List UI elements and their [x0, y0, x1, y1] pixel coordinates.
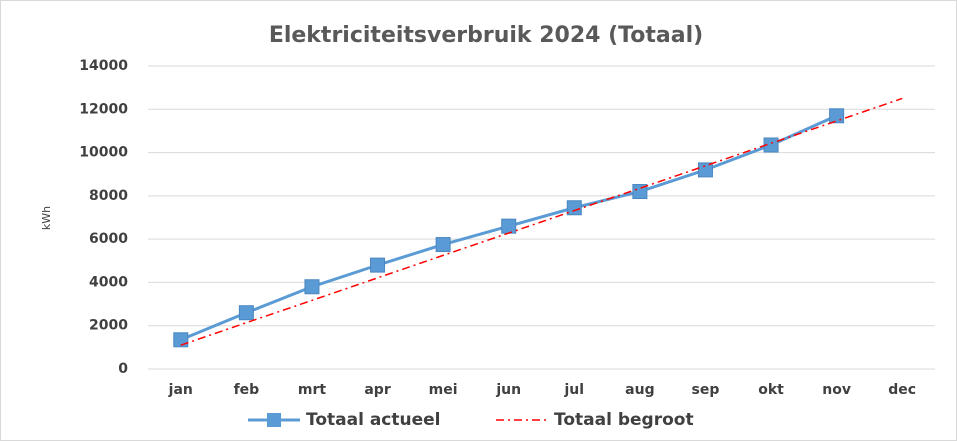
- y-axis-label: kWh: [40, 206, 53, 230]
- x-tick-label: jul: [564, 382, 585, 398]
- marker: [566, 200, 582, 216]
- y-tick-label: 12000: [79, 101, 128, 117]
- x-tick-label: jan: [168, 382, 193, 398]
- y-tick-label: 8000: [89, 188, 128, 204]
- marker: [632, 184, 648, 200]
- x-tick-label: nov: [822, 382, 851, 398]
- marker: [435, 237, 451, 253]
- marker: [501, 218, 517, 234]
- x-tick-label: apr: [364, 382, 390, 398]
- x-tick-label: mei: [429, 382, 458, 398]
- series-line: [180, 97, 903, 346]
- x-tick-label: aug: [625, 382, 654, 398]
- legend-marker: [267, 413, 281, 427]
- marker: [829, 108, 845, 124]
- x-tick-label: mrt: [298, 382, 326, 398]
- x-tick-label: dec: [888, 382, 916, 398]
- chart-title: Elektriciteitsverbruik 2024 (Totaal): [269, 23, 703, 48]
- y-tick-label: 0: [118, 361, 128, 377]
- y-tick-label: 14000: [79, 58, 128, 74]
- legend-label: Totaal begroot: [554, 410, 694, 430]
- y-tick-label: 4000: [89, 274, 128, 290]
- legend-label: Totaal actueel: [306, 410, 441, 430]
- marker: [697, 162, 713, 178]
- x-tick-label: okt: [758, 382, 784, 398]
- x-tick-label: feb: [234, 382, 260, 398]
- x-tick-label: jun: [495, 382, 521, 398]
- marker: [370, 257, 386, 273]
- y-tick-label: 2000: [89, 318, 128, 334]
- y-tick-label: 10000: [79, 145, 128, 161]
- marker: [238, 305, 254, 321]
- y-tick-label: 6000: [89, 231, 128, 247]
- x-tick-label: sep: [692, 382, 720, 398]
- marker: [304, 279, 320, 295]
